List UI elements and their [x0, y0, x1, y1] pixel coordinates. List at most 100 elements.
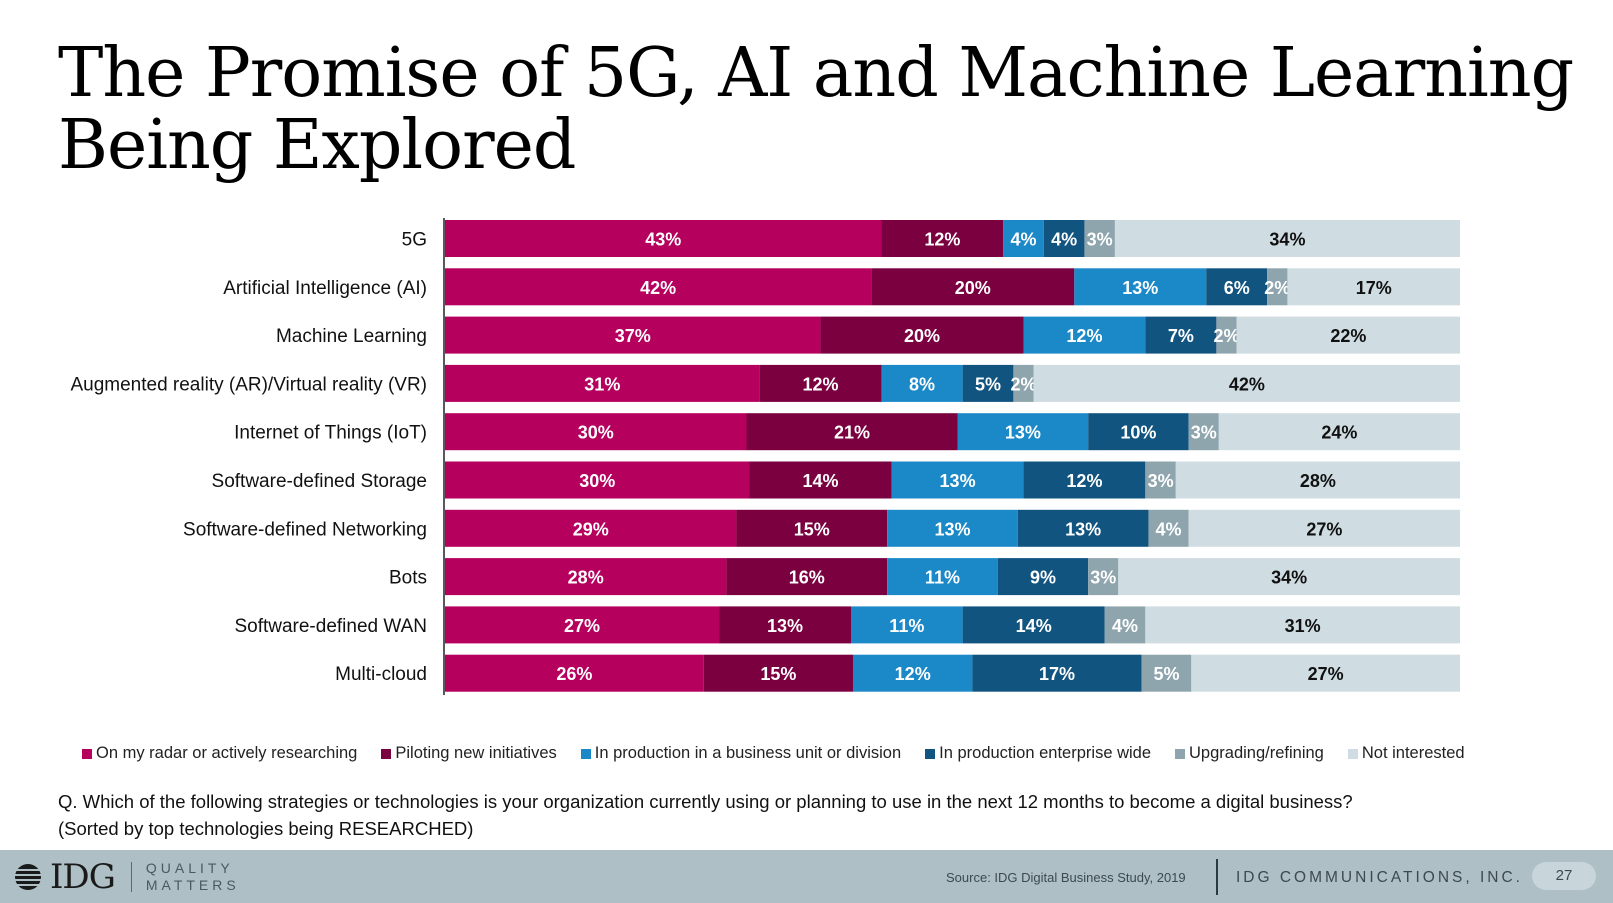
data-label: 43%: [645, 230, 681, 250]
bar-segment: [957, 413, 1089, 451]
question-note: (Sorted by top technologies being RESEAR…: [58, 818, 474, 839]
data-label: 13%: [1065, 519, 1101, 539]
legend-swatch: [925, 748, 936, 759]
bar-segment: [445, 316, 821, 354]
bar-segment: [1043, 220, 1085, 257]
bar-segment: [852, 654, 973, 692]
legend-swatch: [580, 748, 591, 759]
data-label: 2%: [1011, 374, 1037, 394]
bar-segment: [445, 413, 747, 451]
bar-segment: [1267, 268, 1288, 306]
data-label: 5%: [1153, 664, 1179, 684]
data-label: 11%: [925, 568, 960, 588]
data-label: 42%: [1229, 374, 1265, 394]
bar-segment: [962, 364, 1014, 402]
category-label: 5G: [402, 230, 427, 251]
legend-item: Piloting new initiatives: [381, 744, 557, 763]
data-label: 3%: [1191, 423, 1217, 443]
bar-segment: [1114, 220, 1460, 257]
bar-segment: [703, 654, 853, 692]
bar-segment: [445, 364, 760, 402]
tagline: QUALITY MATTERS: [146, 860, 240, 894]
bar-segment: [851, 606, 963, 644]
survey-question: Q. Which of the following strategies or …: [58, 788, 1558, 842]
tagline-line-2: MATTERS: [145, 877, 240, 893]
bar-segment: [1033, 364, 1460, 402]
bar-segment: [1013, 364, 1034, 402]
company-name: IDG COMMUNICATIONS, INC.: [1236, 869, 1523, 886]
bar-segment: [1287, 268, 1460, 306]
data-label: 13%: [940, 471, 976, 491]
bar-segment: [962, 606, 1105, 644]
data-label: 11%: [889, 616, 924, 636]
tagline-line-1: QUALITY: [145, 860, 234, 876]
data-label: 28%: [1300, 471, 1336, 491]
data-label: 3%: [1148, 471, 1174, 491]
question-text: Q. Which of the following strategies or …: [58, 791, 1353, 812]
data-label: 27%: [1306, 519, 1342, 539]
data-label: 27%: [564, 616, 600, 636]
data-label: 10%: [1120, 423, 1156, 443]
bar-segment: [1188, 413, 1219, 451]
bar-segment: [1175, 461, 1460, 499]
data-label: 12%: [895, 664, 931, 684]
bar-segment: [726, 558, 888, 596]
data-label: 42%: [640, 278, 676, 298]
data-label: 21%: [834, 423, 870, 443]
legend-label: Not interested: [1361, 744, 1465, 762]
data-label: 26%: [556, 664, 592, 684]
bar-segment: [1148, 509, 1189, 547]
data-label: 31%: [1285, 616, 1321, 636]
bar-segment: [887, 509, 1018, 547]
data-label: 16%: [789, 568, 825, 588]
bar-segment: [445, 558, 727, 596]
legend-swatch: [1347, 748, 1358, 759]
bar-segment: [1145, 461, 1176, 499]
legend-label: Piloting new initiatives: [395, 744, 557, 762]
logo-divider: [130, 862, 132, 892]
bar-segment: [1216, 316, 1237, 354]
data-label: 4%: [1051, 230, 1077, 250]
data-label: 4%: [1112, 616, 1138, 636]
logo-text: IDG: [50, 857, 116, 897]
bar-segment: [1141, 654, 1192, 692]
bar-segment: [1088, 558, 1119, 596]
category-label: Internet of Things (IoT): [234, 423, 427, 444]
bar-segment: [445, 220, 882, 257]
bar-segment: [445, 509, 737, 547]
stacked-bar-chart: 5G 43% 12% 4% 4% 3% 34% Artificial Intelligence…: [70, 218, 1460, 695]
data-label: 7%: [1168, 326, 1194, 346]
bar-segment: [1191, 654, 1460, 692]
legend-label: On my radar or actively researching: [96, 744, 358, 762]
data-label: 28%: [568, 568, 604, 588]
bar-segment: [736, 509, 888, 547]
bar-segment: [1017, 509, 1149, 547]
data-label: 2%: [1214, 326, 1240, 346]
data-label: 6%: [1224, 278, 1250, 298]
data-label: 13%: [1122, 278, 1158, 298]
data-label: 22%: [1330, 326, 1366, 346]
data-label: 14%: [803, 471, 839, 491]
category-label: Bots: [389, 568, 427, 589]
bar-segment: [1236, 316, 1460, 354]
bar-segment: [871, 268, 1075, 306]
category-label: Software-defined Networking: [183, 519, 427, 540]
page-number: 27: [1532, 862, 1596, 890]
data-label: 2%: [1264, 278, 1290, 298]
legend-swatch: [82, 748, 92, 759]
category-label: Multi-cloud: [335, 664, 427, 685]
data-label: 4%: [1011, 230, 1037, 250]
data-label: 12%: [924, 230, 960, 250]
data-label: 30%: [578, 423, 614, 443]
bar-segment: [445, 606, 720, 644]
data-label: 14%: [1016, 616, 1052, 636]
data-label: 13%: [1005, 423, 1041, 443]
legend-label: Upgrading/refining: [1189, 744, 1324, 762]
bar-segment: [1188, 509, 1460, 547]
data-label: 3%: [1087, 230, 1113, 250]
bar-segment: [1074, 268, 1207, 306]
data-label: 37%: [615, 326, 651, 346]
bar-segment: [820, 316, 1024, 354]
data-label: 3%: [1090, 568, 1116, 588]
data-label: 17%: [1039, 664, 1075, 684]
